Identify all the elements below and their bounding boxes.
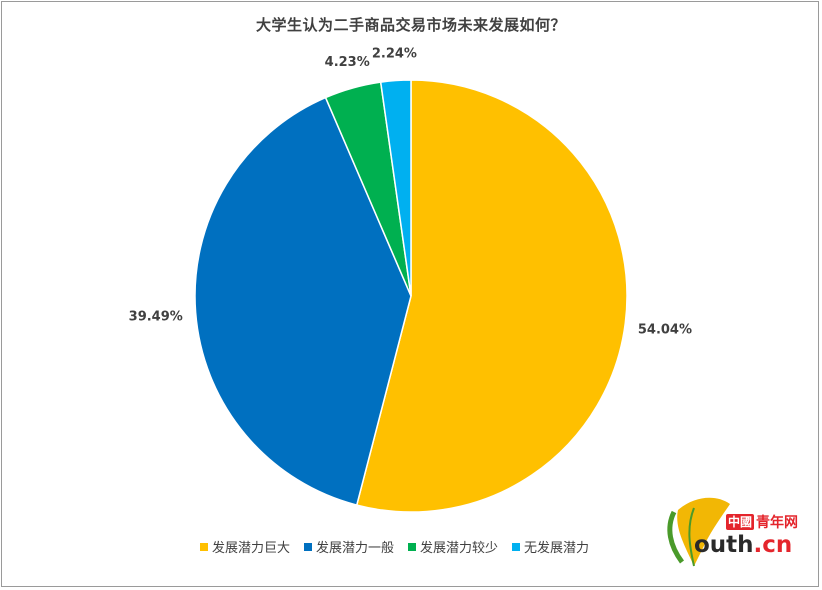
legend-label-1: 发展潜力巨大	[212, 541, 291, 556]
logo-badge: 中國	[726, 514, 755, 530]
logo-site-name: 青年网	[756, 515, 799, 531]
legend: 发展潜力巨大 发展潜力一般 发展潜力较少 无发展潜力	[200, 537, 589, 556]
legend-item-3: 发展潜力较少	[408, 537, 498, 556]
youth-cn-logo: 中國 青年网 outh.cn	[664, 488, 814, 568]
logo-url-main: outh	[694, 532, 754, 558]
legend-swatch-2	[304, 542, 313, 551]
logo-url: outh.cn	[694, 532, 792, 558]
legend-label-3: 发展潜力较少	[420, 541, 499, 556]
legend-item-2: 发展潜力一般	[304, 537, 394, 556]
legend-swatch-3	[408, 542, 417, 551]
data-label-3: 4.23%	[325, 55, 370, 70]
pie-slice-4	[379, 79, 412, 297]
legend-swatch-4	[512, 542, 521, 551]
legend-label-2: 发展潜力一般	[316, 541, 395, 556]
legend-item-1: 发展潜力巨大	[200, 537, 290, 556]
data-label-1: 54.04%	[638, 322, 692, 337]
chart-title: 大学生认为二手商品交易市场未来发展如何？	[255, 16, 566, 34]
legend-swatch-1	[200, 542, 208, 551]
pie-slice-1	[355, 79, 628, 513]
pie-slice-2	[194, 96, 412, 506]
logo-url-tld: .cn	[753, 532, 793, 558]
logo-top: 中國 青年网	[726, 512, 798, 532]
data-label-4: 2.24%	[372, 47, 417, 62]
data-label-2: 39.49%	[129, 310, 183, 325]
legend-item-4: 无发展潜力	[512, 537, 589, 556]
ginkgo-leaf-icon	[667, 497, 730, 567]
legend-label-4: 无发展潜力	[524, 541, 590, 556]
